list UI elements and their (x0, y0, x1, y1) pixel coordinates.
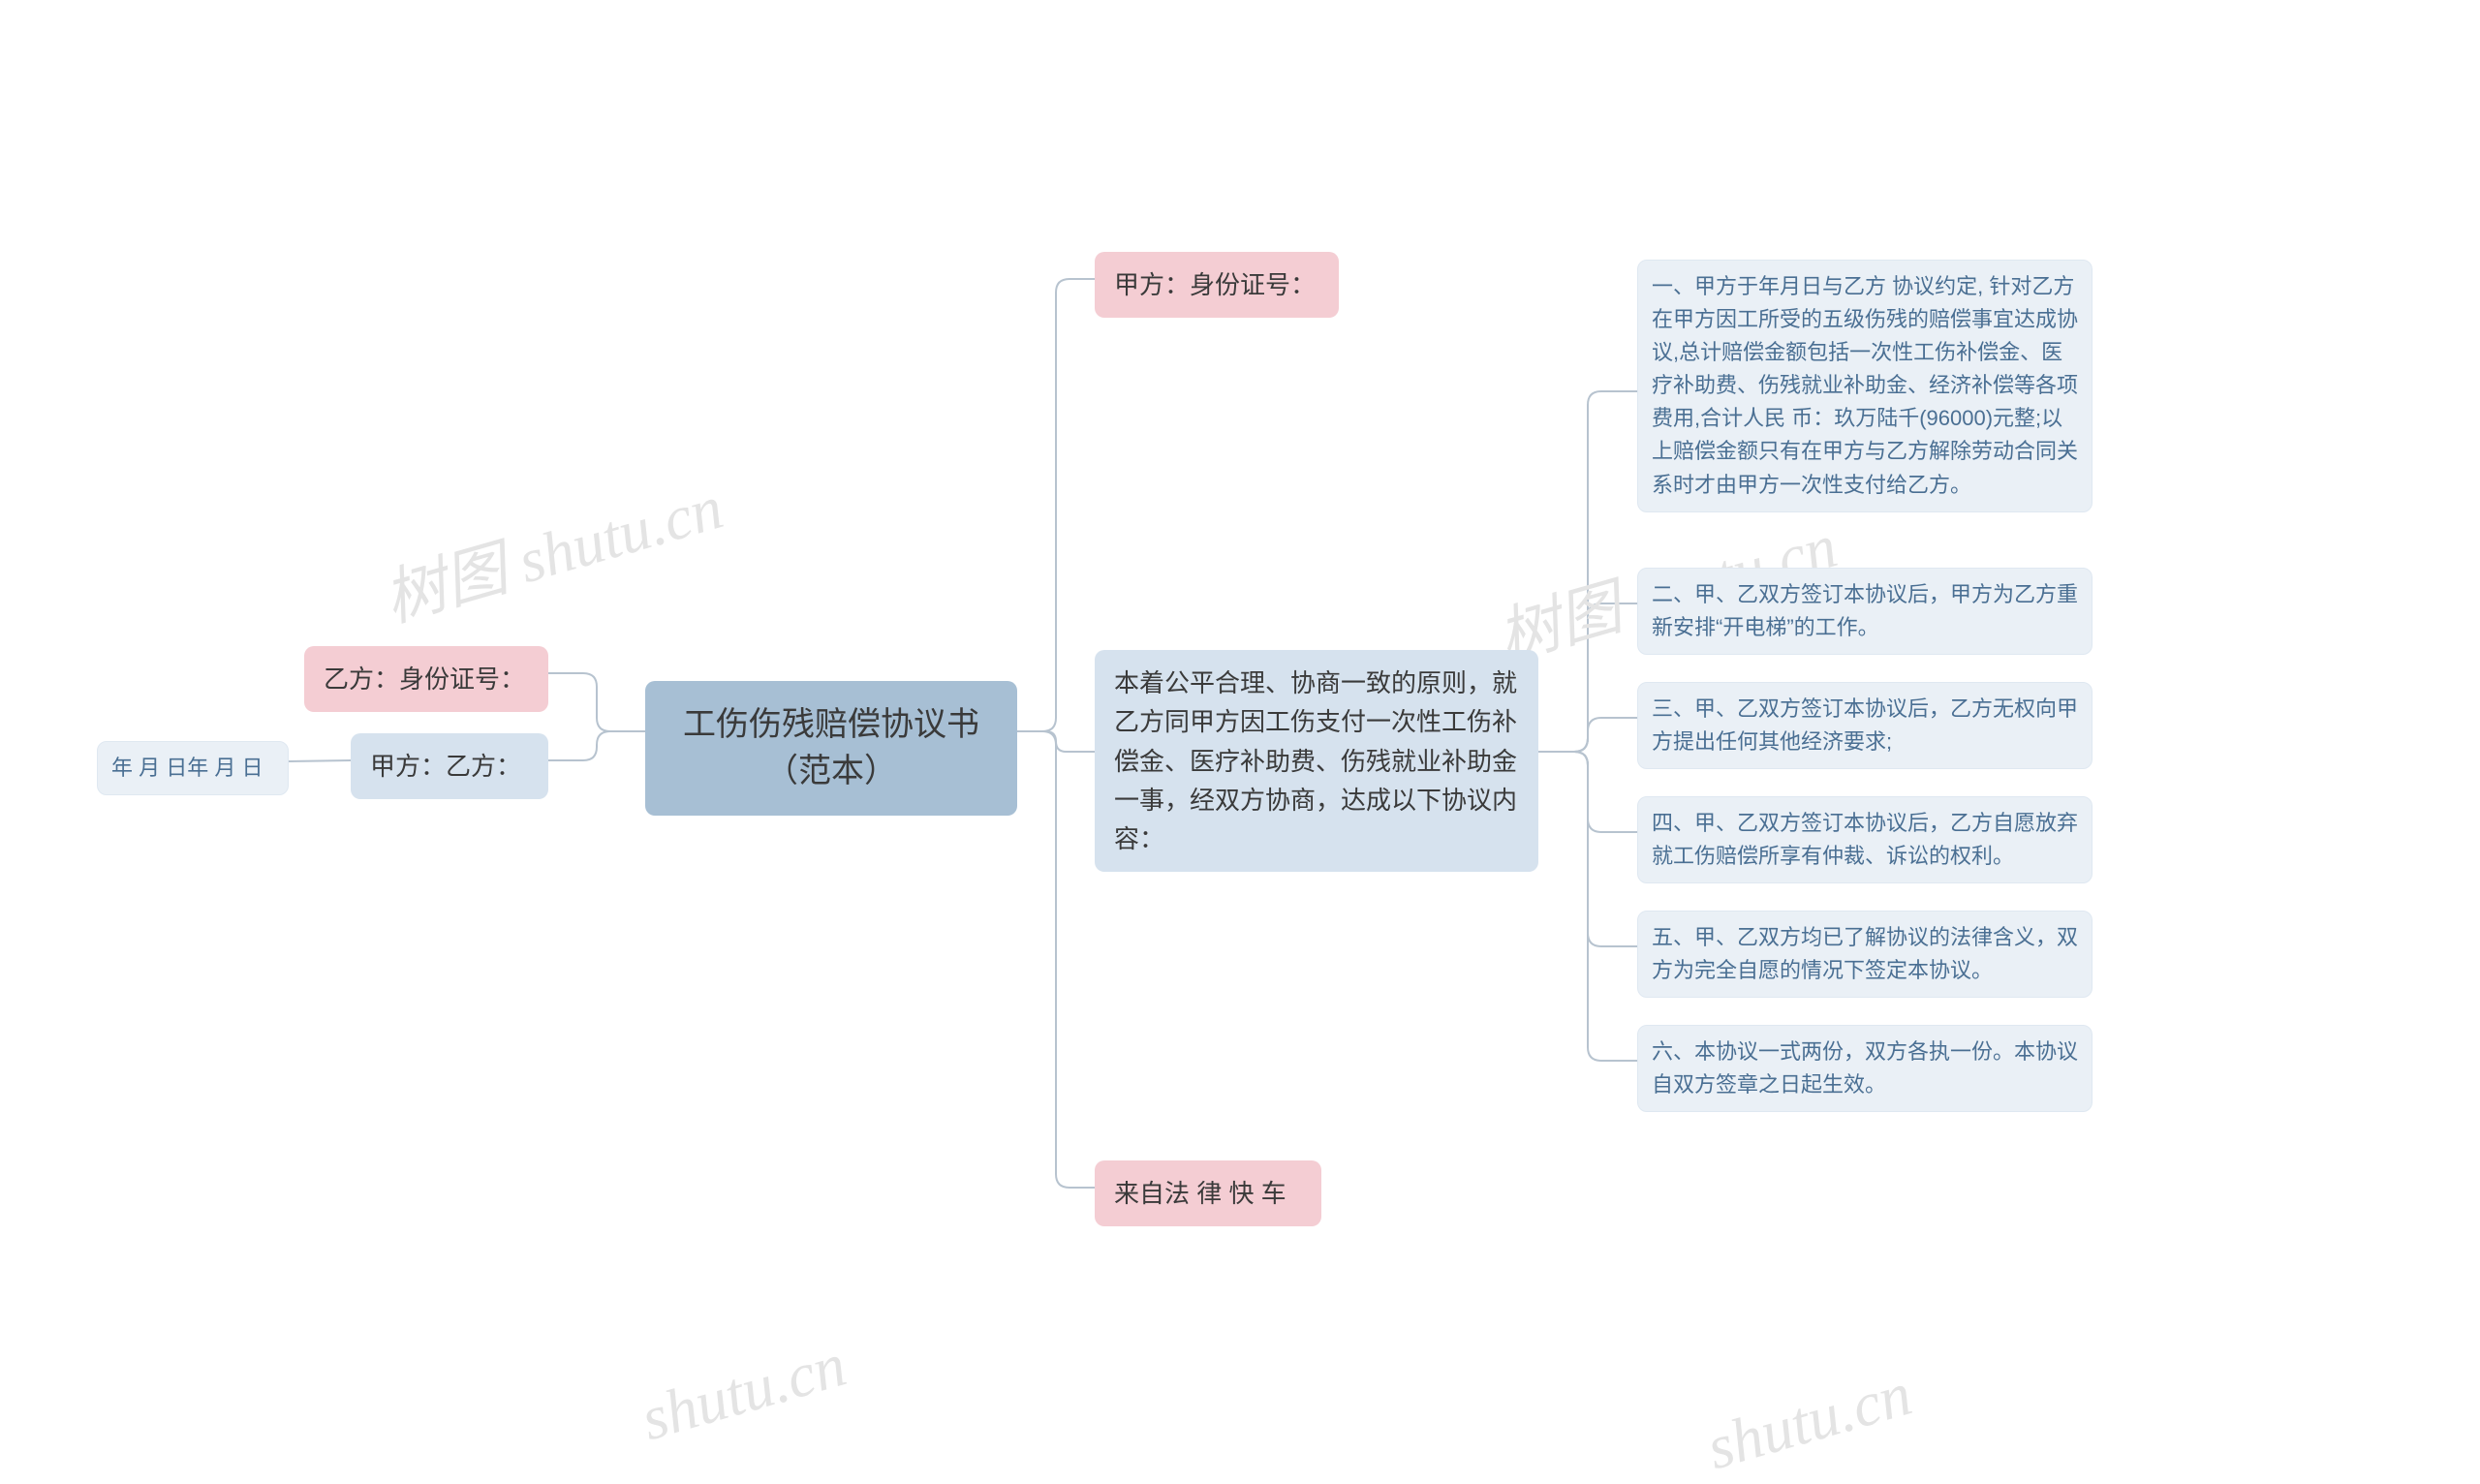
clause-2: 二、甲、乙双方签订本协议后，甲方为乙方重新安排“开电梯”的工作。 (1637, 568, 2092, 655)
clause-6: 六、本协议一式两份，双方各执一份。本协议自双方签章之日起生效。 (1637, 1025, 2092, 1112)
watermark: shutu.cn (1699, 1358, 1919, 1484)
central-node: 工伤伤残赔偿协议书（范本） (645, 681, 1017, 816)
branch-parties: 甲方：乙方： (351, 733, 548, 799)
branch-source: 来自法 律 快 车 (1095, 1160, 1321, 1226)
watermark: 树图 shutu.cn (372, 457, 731, 638)
clause-5: 五、甲、乙双方均已了解协议的法律含义，双方为完全自愿的情况下签定本协议。 (1637, 911, 2092, 998)
clause-3: 三、甲、乙双方签订本协议后，乙方无权向甲方提出任何其他经济要求; (1637, 682, 2092, 769)
branch-party-a-id: 甲方：身份证号： (1095, 252, 1339, 318)
branch-agreement: 本着公平合理、协商一致的原则，就乙方同甲方因工伤支付一次性工伤补偿金、医疗补助费… (1095, 650, 1538, 872)
watermark: shutu.cn (634, 1329, 853, 1455)
clause-4: 四、甲、乙双方签订本协议后，乙方自愿放弃就工伤赔偿所享有仲裁、诉讼的权利。 (1637, 796, 2092, 883)
leaf-date: 年 月 日年 月 日 (97, 741, 289, 795)
clause-1: 一、甲方于年月日与乙方 协议约定, 针对乙方在甲方因工所受的五级伤残的赔偿事宜达… (1637, 260, 2092, 512)
branch-party-b-id: 乙方：身份证号： (304, 646, 548, 712)
